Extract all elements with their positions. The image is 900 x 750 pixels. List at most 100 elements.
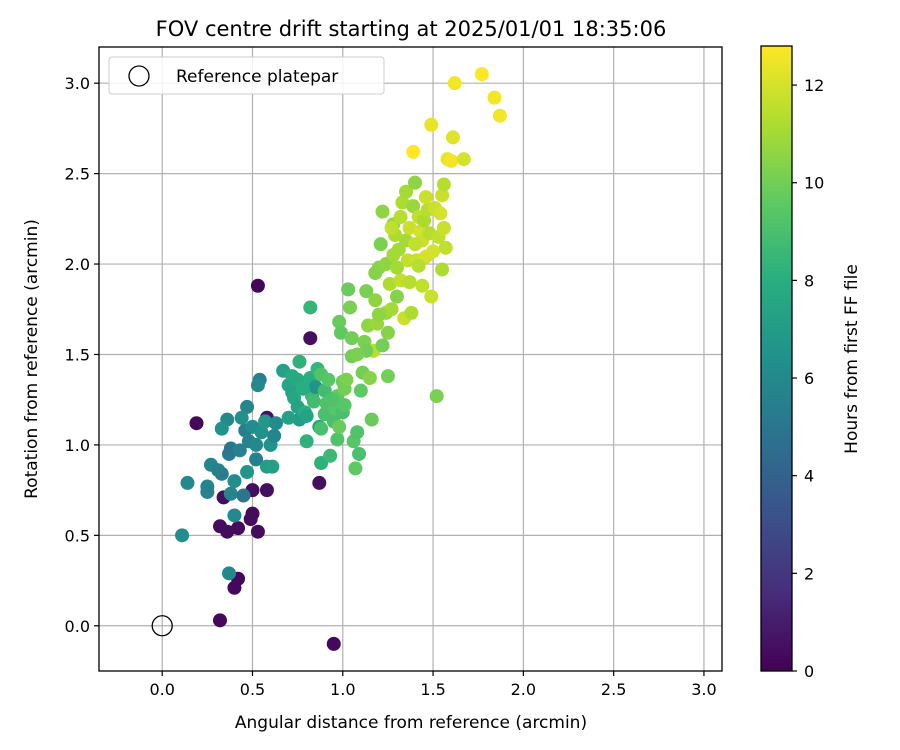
data-point — [344, 331, 359, 346]
colorbar-label: Hours from first FF file — [842, 264, 862, 454]
data-point — [445, 130, 460, 145]
data-point — [212, 613, 227, 628]
grid-lines — [99, 47, 722, 671]
data-point — [234, 410, 249, 425]
data-point — [175, 528, 190, 543]
data-point — [444, 153, 459, 168]
data-point — [240, 465, 255, 480]
data-point — [227, 474, 242, 489]
colorbar-tick-label: 6 — [804, 369, 814, 388]
data-point — [456, 152, 471, 167]
data-point — [436, 220, 451, 235]
y-tick-label: 1.5 — [65, 345, 90, 364]
y-tick-label: 2.0 — [65, 255, 90, 274]
data-point — [232, 443, 247, 458]
colorbar-tick-label: 0 — [804, 662, 814, 681]
data-point — [314, 421, 329, 436]
data-point — [265, 459, 280, 474]
data-point — [299, 408, 314, 423]
data-point — [426, 244, 441, 259]
data-point — [368, 266, 383, 281]
data-point — [254, 425, 269, 440]
data-point — [281, 410, 296, 425]
data-point — [359, 284, 374, 299]
colorbar-tick-label: 4 — [804, 467, 814, 486]
legend: Reference platepar — [108, 56, 385, 95]
data-point — [406, 144, 421, 159]
data-point — [200, 484, 215, 499]
data-point — [408, 175, 423, 190]
data-point — [296, 381, 311, 396]
data-point — [398, 184, 413, 199]
data-point — [303, 331, 318, 346]
colorbar-tick-label: 10 — [804, 174, 824, 193]
data-point — [236, 488, 251, 503]
data-point — [231, 521, 246, 536]
data-point — [411, 258, 426, 273]
data-point — [326, 636, 341, 651]
data-point — [436, 177, 451, 192]
data-point — [299, 434, 314, 449]
data-point — [339, 372, 354, 387]
x-tick-label: 3.0 — [691, 680, 716, 699]
data-point — [312, 475, 327, 490]
y-tick-label: 0.0 — [65, 617, 90, 636]
legend-entry-label: Reference platepar — [176, 67, 338, 87]
x-axis-label: Angular distance from reference (arcmin) — [235, 713, 587, 733]
colorbar-tick-label: 12 — [804, 76, 824, 95]
data-point — [364, 412, 379, 427]
data-point — [384, 220, 399, 235]
data-point — [227, 580, 242, 595]
data-point — [333, 325, 348, 340]
y-tick-label: 3.0 — [65, 74, 90, 93]
data-point — [353, 383, 368, 398]
data-point — [447, 76, 462, 91]
data-point — [389, 260, 404, 275]
x-tick-label: 0.0 — [149, 680, 174, 699]
x-tick-label: 1.5 — [420, 680, 445, 699]
x-tick-label: 2.5 — [601, 680, 626, 699]
colorbar: 0 2 4 6 8 10 12 Hours from first FF file — [760, 45, 862, 681]
y-tick-label: 0.5 — [65, 526, 90, 545]
data-point — [389, 289, 404, 304]
x-axis-ticks: 0.0 0.5 1.0 1.5 2.0 2.5 3.0 — [149, 671, 717, 699]
data-point — [487, 90, 502, 105]
data-point — [380, 325, 395, 340]
data-point — [371, 307, 386, 322]
data-point — [332, 419, 347, 434]
data-point — [492, 108, 507, 123]
data-point — [227, 508, 242, 523]
data-point — [424, 289, 439, 304]
data-point — [368, 293, 383, 308]
data-point — [350, 347, 365, 362]
colorbar-tick-label: 8 — [804, 271, 814, 290]
data-point — [341, 282, 356, 297]
chart-title: FOV centre drift starting at 2025/01/01 … — [156, 17, 667, 41]
data-point — [424, 117, 439, 132]
data-point — [249, 437, 264, 452]
data-point — [330, 432, 345, 447]
data-point — [438, 240, 453, 255]
data-point — [214, 421, 229, 436]
data-point — [258, 414, 273, 429]
data-point — [250, 524, 265, 539]
data-point — [375, 338, 390, 353]
data-point — [243, 512, 258, 527]
data-point — [404, 305, 419, 320]
data-point — [222, 566, 237, 581]
data-point — [395, 195, 410, 210]
x-tick-label: 2.0 — [511, 680, 536, 699]
colorbar-ticks: 0 2 4 6 8 10 12 — [792, 76, 824, 681]
x-tick-label: 0.5 — [240, 680, 265, 699]
data-point — [267, 428, 282, 443]
data-point — [292, 354, 307, 369]
data-point — [382, 276, 397, 291]
data-point — [406, 199, 421, 214]
data-point — [250, 278, 265, 293]
legend-marker-open-circle — [128, 65, 150, 87]
data-point — [418, 190, 433, 205]
data-point — [324, 392, 339, 407]
data-point — [433, 206, 448, 221]
data-point — [285, 369, 300, 384]
